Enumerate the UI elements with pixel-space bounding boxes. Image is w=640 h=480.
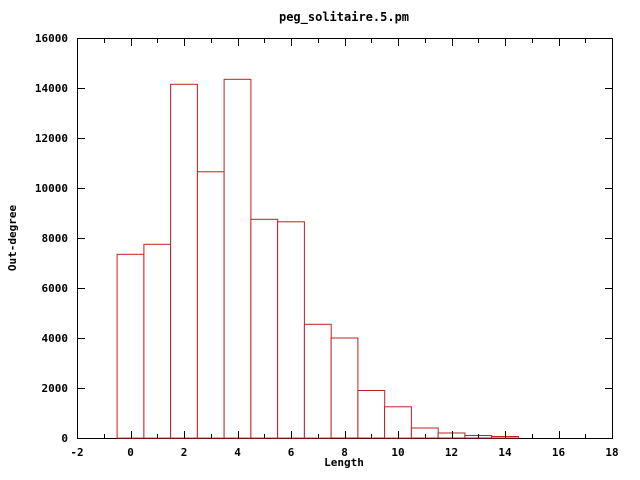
- y-tick-label: 14000: [35, 82, 68, 95]
- x-tick-label: 6: [288, 446, 295, 459]
- histogram-bar: [223, 78, 252, 439]
- y-tick-label: 10000: [35, 182, 68, 195]
- histogram-bar: [303, 323, 332, 439]
- chart-title: peg_solitaire.5.pm: [279, 10, 409, 25]
- axis-ticks: [77, 38, 613, 439]
- y-tick-label: 6000: [42, 282, 69, 295]
- axis-tick-labels: -2 0 2 4 6 8 10 12 14 16 1802000400060008000100001…: [35, 32, 619, 459]
- x-tick-label: 4: [234, 446, 241, 459]
- y-axis-label: Out-degree: [6, 205, 19, 272]
- histogram-bar: [116, 253, 145, 439]
- x-tick-label: 0: [127, 446, 134, 459]
- x-tick-label: -2: [70, 446, 83, 459]
- histogram-bar: [196, 171, 225, 439]
- histogram-bars: [116, 78, 519, 439]
- x-axis-label: Length: [324, 456, 364, 469]
- y-tick-label: 16000: [35, 32, 68, 45]
- histogram-bar: [410, 427, 439, 439]
- histogram-bar: [437, 432, 466, 439]
- x-tick-label: 14: [498, 446, 512, 459]
- y-tick-label: 0: [61, 432, 68, 445]
- y-tick-label: 8000: [42, 232, 69, 245]
- x-tick-label: 16: [552, 446, 566, 459]
- histogram-bar: [170, 83, 198, 439]
- x-tick-label: 2: [181, 446, 188, 459]
- histogram-bar: [277, 221, 305, 439]
- histogram-bar: [330, 337, 359, 439]
- y-tick-label: 4000: [42, 332, 69, 345]
- y-tick-label: 12000: [35, 132, 68, 145]
- x-tick-label: 8: [341, 446, 348, 459]
- x-tick-label: 18: [605, 446, 618, 459]
- histogram-bar: [357, 390, 386, 439]
- x-tick-label: 12: [445, 446, 458, 459]
- histogram-bar: [143, 243, 172, 439]
- histogram-bar: [250, 218, 279, 439]
- x-tick-label: 10: [391, 446, 404, 459]
- y-tick-label: 2000: [42, 382, 69, 395]
